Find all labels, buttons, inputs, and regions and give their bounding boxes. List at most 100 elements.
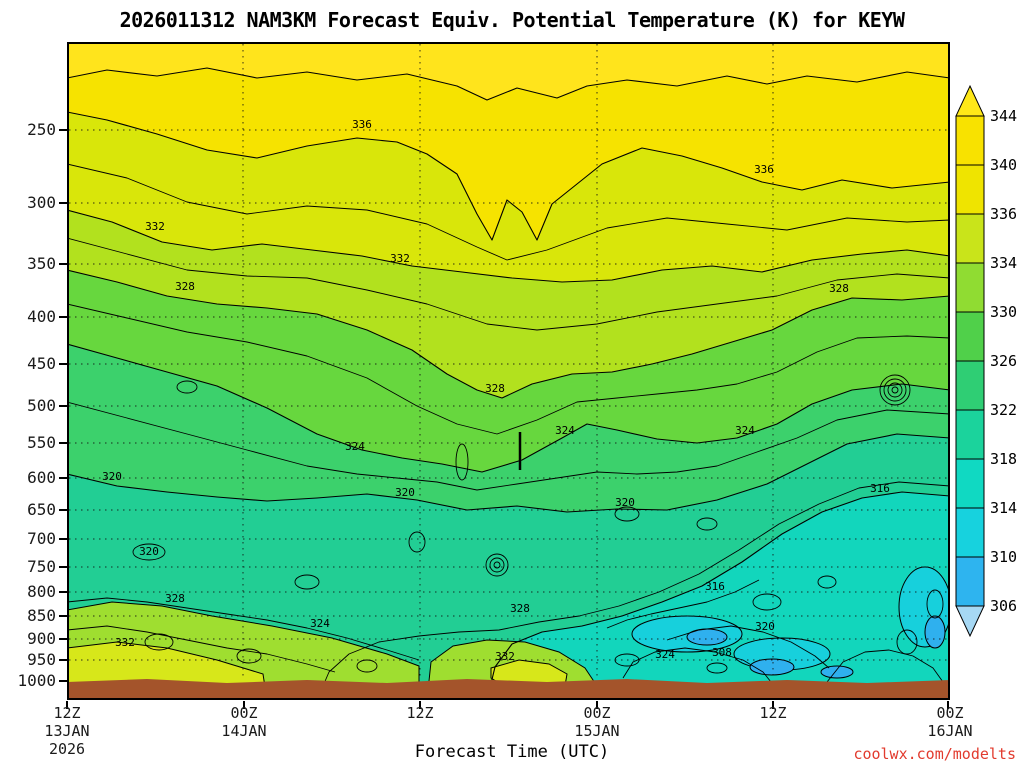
x-tick-mark: [596, 701, 598, 709]
contour-label: 332: [115, 636, 135, 649]
x-tick-mark: [772, 701, 774, 709]
contour-label: 328: [175, 280, 195, 293]
y-tick-label: 500: [27, 396, 56, 415]
x-axis-title: Forecast Time (UTC): [414, 742, 610, 762]
y-tick-label: 350: [27, 254, 56, 273]
contour-label: 324: [555, 424, 575, 437]
contour-label: 308: [712, 646, 732, 659]
contour-label: 320: [755, 620, 775, 633]
y-tick-mark: [59, 638, 67, 640]
contour-lines: [67, 67, 950, 700]
y-tick-mark: [59, 538, 67, 540]
colorbar-label: 310: [990, 548, 1017, 566]
contour-label: 320: [139, 545, 159, 558]
y-tick-label: 1000: [17, 671, 56, 690]
colorbar-segment: [955, 409, 985, 460]
y-tick-mark: [59, 316, 67, 318]
colorbar-segment: [955, 507, 985, 558]
filled-contour-bands: [67, 42, 950, 700]
colorbar-label: 330: [990, 303, 1017, 321]
colorbar-label: 326: [990, 352, 1017, 370]
colorbar-segment: [955, 115, 985, 166]
colorbar-labels: 344 340 336 334 330 326 322 318 314 310 …: [990, 107, 1017, 615]
contour-label: 324: [310, 617, 330, 630]
plot-frame: [67, 42, 950, 700]
colorbar-label: 314: [990, 499, 1017, 517]
contour-label: 332: [390, 252, 410, 265]
y-tick-label: 450: [27, 354, 56, 373]
colorbar-label: 344: [990, 107, 1017, 125]
contour-plot: 336 336 332 332 328 328 328 324 324 324 …: [67, 42, 950, 700]
y-tick-label: 300: [27, 193, 56, 212]
contour-label: 328: [510, 602, 530, 615]
x-tick-mark: [947, 701, 949, 709]
colorbar-top-arrow: [955, 84, 985, 117]
y-tick-label: 400: [27, 307, 56, 326]
grid-lines: [69, 44, 948, 678]
y-tick-mark: [59, 566, 67, 568]
y-tick-label: 900: [27, 629, 56, 648]
colorbar-segment: [955, 556, 985, 607]
y-tick-mark: [59, 477, 67, 479]
y-tick-mark: [59, 363, 67, 365]
contour-label: 328: [485, 382, 505, 395]
y-tick-mark: [59, 202, 67, 204]
y-tick-label: 550: [27, 433, 56, 452]
contour-labels: 336 336 332 332 328 328 328 324 324 324 …: [102, 118, 890, 663]
contour-label: 316: [870, 482, 890, 495]
x-tick-label: 00Z 15JAN: [574, 704, 620, 740]
colorbar-label: 340: [990, 156, 1017, 174]
contour-label: 320: [615, 496, 635, 509]
colorbar: 344 340 336 334 330 326 322 318 314 310 …: [955, 84, 1017, 638]
y-tick-mark: [59, 680, 67, 682]
x-tick-label: 12Z 13JAN 2026: [44, 704, 90, 758]
colorbar-segment: [955, 360, 985, 411]
x-tick-label: 00Z 14JAN: [221, 704, 267, 740]
contour-label: 320: [395, 486, 415, 499]
contour-label: 324: [345, 440, 365, 453]
colorbar-label: 334: [990, 254, 1017, 272]
y-tick-label: 750: [27, 557, 56, 576]
contour-label: 316: [705, 580, 725, 593]
contour-label: 336: [352, 118, 372, 131]
page-title: 2026011312 NAM3KM Forecast Equiv. Potent…: [119, 8, 905, 32]
y-tick-label: 700: [27, 529, 56, 548]
x-tick-mark: [419, 701, 421, 709]
cool-surface-patches: [631, 566, 950, 679]
contour-label: 328: [829, 282, 849, 295]
colorbar-segment: [955, 213, 985, 264]
x-tick-mark: [243, 701, 245, 709]
colorbar-segment: [955, 311, 985, 362]
y-tick-mark: [59, 659, 67, 661]
contour-label: 336: [754, 163, 774, 176]
colorbar-segment: [955, 262, 985, 313]
y-tick-mark: [59, 509, 67, 511]
colorbar-label: 318: [990, 450, 1017, 468]
x-tick-mark: [66, 701, 68, 709]
y-tick-mark: [59, 263, 67, 265]
y-tick-mark: [59, 615, 67, 617]
y-tick-label: 600: [27, 468, 56, 487]
ground-surface-strip: [67, 679, 950, 700]
y-tick-mark: [59, 405, 67, 407]
y-tick-label: 950: [27, 650, 56, 669]
colorbar-bottom-arrow: [955, 605, 985, 638]
y-tick-mark: [59, 129, 67, 131]
y-tick-label: 800: [27, 582, 56, 601]
contour-label: 320: [102, 470, 122, 483]
y-tick-label: 650: [27, 500, 56, 519]
bullseye-feature: [485, 374, 911, 577]
y-tick-mark: [59, 591, 67, 593]
contour-label: 324: [735, 424, 755, 437]
contour-label: 328: [165, 592, 185, 605]
y-tick-mark: [59, 442, 67, 444]
contour-label: 324: [655, 648, 675, 661]
colorbar-label: 306: [990, 597, 1017, 615]
y-tick-label: 250: [27, 120, 56, 139]
colorbar-segment: [955, 164, 985, 215]
x-tick-label: 12Z: [759, 704, 787, 722]
colorbar-segment: [955, 458, 985, 509]
x-tick-label: 12Z: [406, 704, 434, 722]
watermark-link[interactable]: coolwx.com/modelts: [853, 745, 1016, 763]
